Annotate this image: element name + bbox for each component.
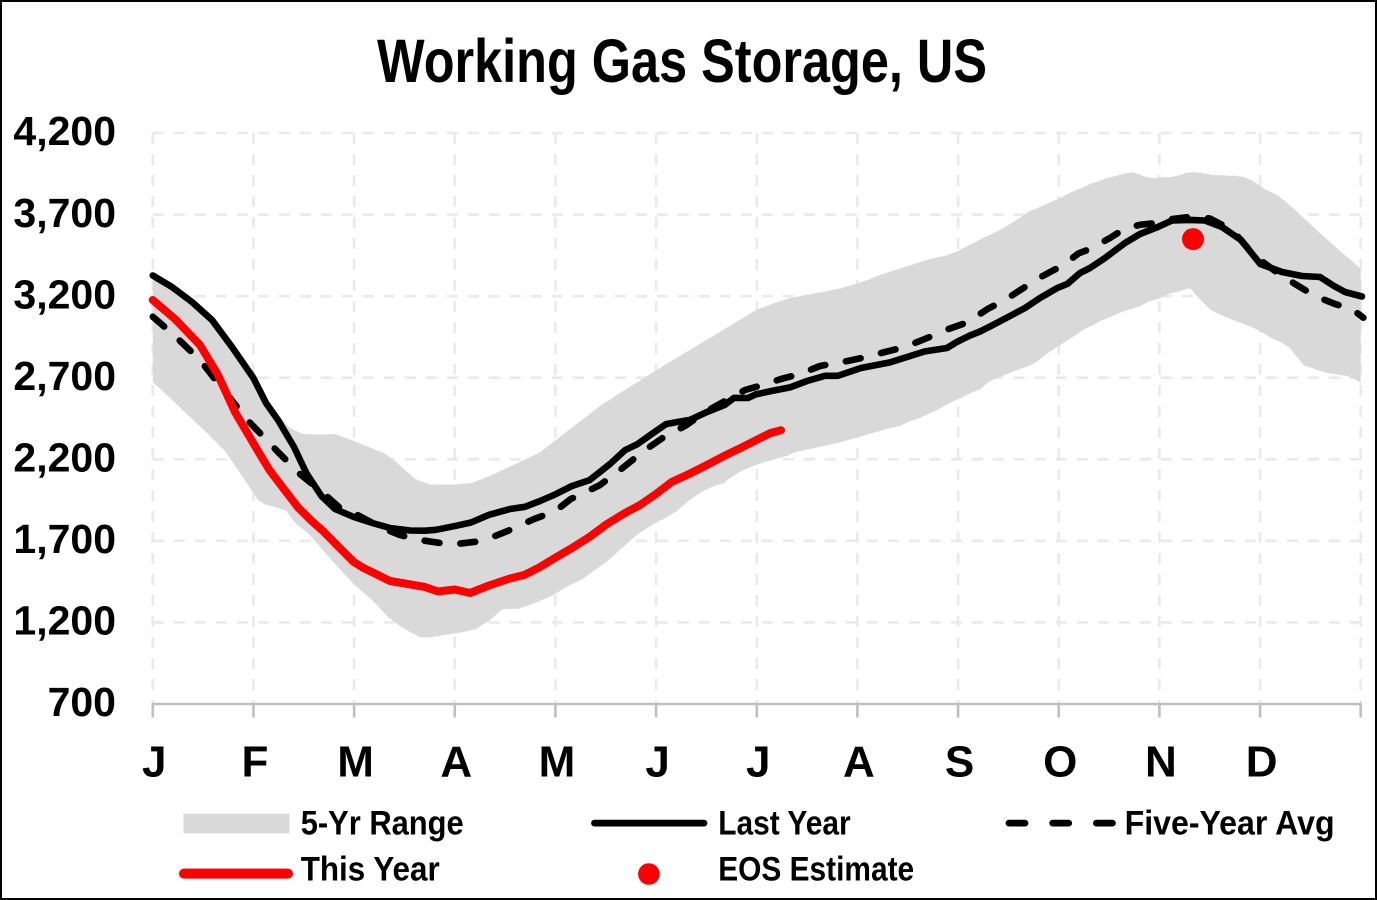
svg-text:Five-Year Avg: Five-Year Avg	[1125, 805, 1335, 843]
svg-text:3,700: 3,700	[13, 190, 116, 236]
svg-text:M: M	[539, 738, 576, 787]
svg-text:700: 700	[48, 679, 116, 725]
svg-text:J: J	[142, 738, 166, 787]
svg-text:M: M	[337, 738, 374, 787]
svg-text:O: O	[1043, 738, 1077, 787]
svg-text:EOS Estimate: EOS Estimate	[718, 851, 914, 889]
svg-text:J: J	[746, 738, 770, 787]
svg-text:F: F	[242, 738, 269, 787]
svg-text:A: A	[843, 738, 875, 787]
svg-text:N: N	[1145, 738, 1177, 787]
svg-text:4,200: 4,200	[13, 108, 116, 154]
svg-text:D: D	[1246, 738, 1278, 787]
svg-text:J: J	[645, 738, 669, 787]
svg-text:3,200: 3,200	[13, 271, 116, 317]
svg-text:2,700: 2,700	[13, 353, 116, 399]
svg-text:5-Yr Range: 5-Yr Range	[301, 805, 464, 843]
svg-text:1,700: 1,700	[13, 516, 116, 562]
svg-text:Last Year: Last Year	[718, 805, 850, 843]
svg-text:S: S	[945, 738, 974, 787]
svg-text:This Year: This Year	[301, 851, 440, 889]
svg-text:A: A	[440, 738, 472, 787]
svg-text:Working Gas Storage, US: Working Gas Storage, US	[377, 27, 987, 95]
svg-text:2,200: 2,200	[13, 435, 116, 481]
svg-text:1,200: 1,200	[13, 598, 116, 644]
